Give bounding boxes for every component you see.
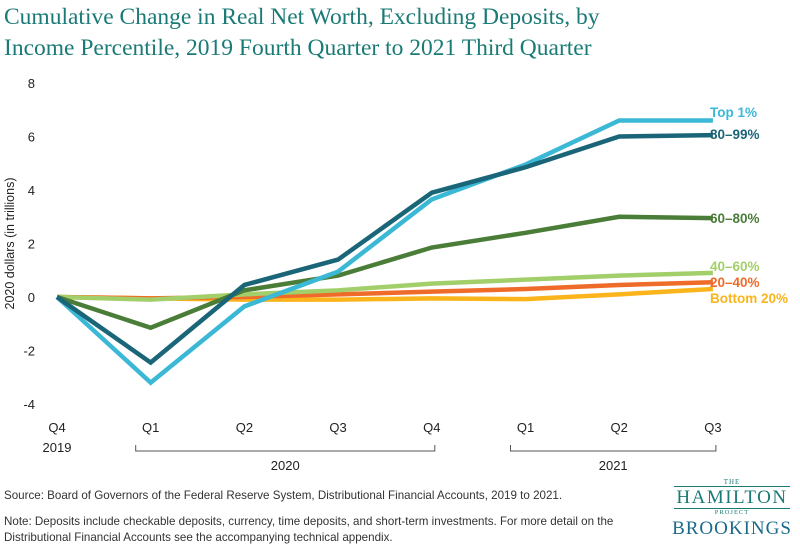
chart-title-line-1: Cumulative Change in Real Net Worth, Exc… xyxy=(4,4,600,30)
y-axis-label: 2020 dollars (in trillions) xyxy=(3,177,17,309)
year-bracket-2020 xyxy=(135,445,436,452)
logo-brookings: BROOKINGS xyxy=(672,518,792,539)
line-chart: 2020 dollars (in trillions) -4 -2 0 2 4 6 8 Q4 Q1… xyxy=(3,76,788,473)
chart-title-line-2: Income Percentile, 2019 Fourth Quarter t… xyxy=(4,35,592,61)
hamilton-brookings-logo: THE HAMILTON PROJECT BROOKINGS xyxy=(672,478,792,550)
legend-label-60-80-: 60–80% xyxy=(710,211,760,226)
source-note: Source: Board of Governors of the Federa… xyxy=(4,489,563,502)
legend-label-80-99-: 80–99% xyxy=(710,127,760,142)
x-tick-label: Q2 xyxy=(611,420,628,435)
x-tick-label: Q3 xyxy=(329,420,346,435)
y-tick-label: -4 xyxy=(23,397,35,412)
legend-label-40-60-: 40–60% xyxy=(710,259,760,274)
x-tick-label: Q1 xyxy=(517,420,534,435)
y-tick-label: 0 xyxy=(28,290,35,305)
x-tick-label: Q3 xyxy=(704,420,721,435)
year-bracket-2021 xyxy=(510,445,717,452)
legend-label-top-1-: Top 1% xyxy=(710,105,757,120)
y-tick-label: -2 xyxy=(23,344,35,359)
y-tick-label: 6 xyxy=(28,130,35,145)
series-line-60-80- xyxy=(56,214,713,331)
x-tick-label: Q4 xyxy=(423,420,440,435)
series-line-80-99- xyxy=(55,132,713,366)
logo-project: PROJECT xyxy=(714,509,750,516)
y-tick-label: 8 xyxy=(28,76,35,91)
y-tick-label: 2 xyxy=(28,237,35,252)
legend-label-20-40-: 20–40% xyxy=(710,275,760,290)
chart-title: Cumulative Change in Real Net Worth, Exc… xyxy=(4,2,784,64)
series-line-40-60- xyxy=(56,270,713,302)
logo-the: THE xyxy=(723,478,741,486)
series-line-top-1- xyxy=(55,118,713,386)
x-tick-label: Q2 xyxy=(236,420,253,435)
deposits-note: Note: Deposits include checkable deposit… xyxy=(4,515,614,544)
year-group-label-2021: 2021 xyxy=(599,458,628,473)
x-tick-label: Q4 xyxy=(48,420,65,435)
logo-hamilton: HAMILTON xyxy=(674,486,790,509)
x-tick-label: Q1 xyxy=(142,420,159,435)
y-tick-label: 4 xyxy=(28,183,35,198)
legend-label-bottom-20-: Bottom 20% xyxy=(710,291,788,306)
x-year-label-2019: 2019 xyxy=(43,440,72,455)
year-group-label-2020: 2020 xyxy=(271,458,300,473)
